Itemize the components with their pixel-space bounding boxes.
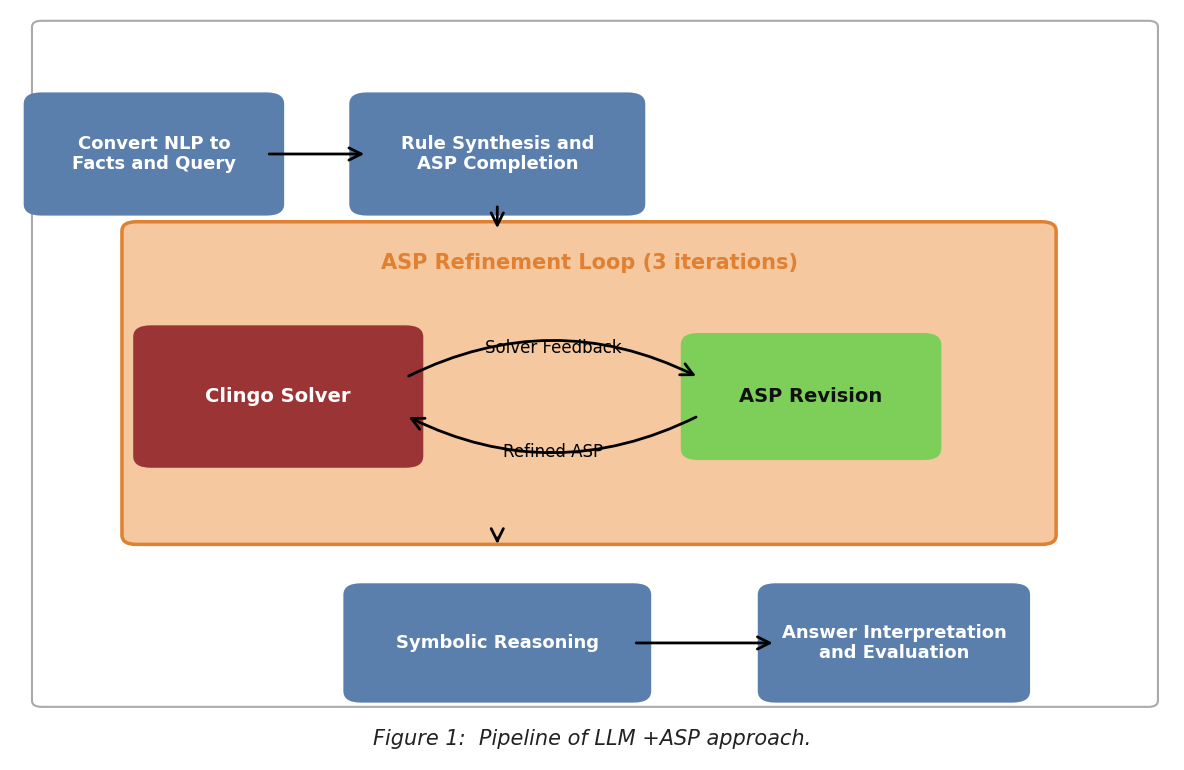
- Text: ASP Refinement Loop (3 iterations): ASP Refinement Loop (3 iterations): [380, 253, 798, 273]
- FancyBboxPatch shape: [349, 92, 645, 216]
- Text: ASP Revision: ASP Revision: [740, 387, 882, 406]
- Text: Figure 1:  Pipeline of LLM +ASP approach.: Figure 1: Pipeline of LLM +ASP approach.: [373, 729, 811, 749]
- Text: Clingo Solver: Clingo Solver: [206, 387, 350, 406]
- FancyBboxPatch shape: [24, 92, 284, 216]
- Text: Refined ASP: Refined ASP: [503, 443, 603, 461]
- Text: Rule Synthesis and
ASP Completion: Rule Synthesis and ASP Completion: [400, 135, 594, 173]
- Text: Answer Interpretation
and Evaluation: Answer Interpretation and Evaluation: [781, 624, 1006, 662]
- FancyBboxPatch shape: [133, 326, 423, 468]
- FancyBboxPatch shape: [681, 333, 941, 460]
- FancyBboxPatch shape: [343, 584, 651, 702]
- FancyBboxPatch shape: [122, 222, 1056, 544]
- Text: Symbolic Reasoning: Symbolic Reasoning: [395, 634, 599, 652]
- Text: Solver Feedback: Solver Feedback: [484, 339, 622, 357]
- FancyBboxPatch shape: [758, 584, 1030, 702]
- Text: Convert NLP to
Facts and Query: Convert NLP to Facts and Query: [72, 135, 236, 173]
